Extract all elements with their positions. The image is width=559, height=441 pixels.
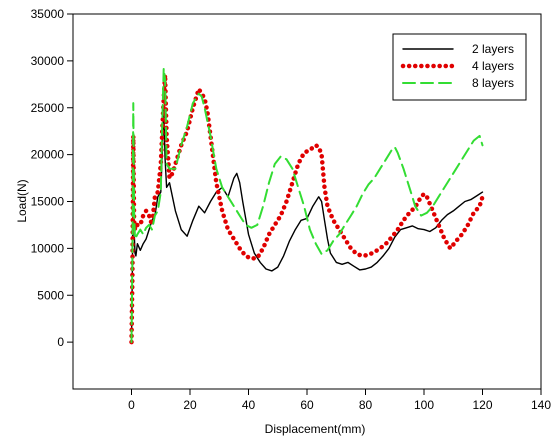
legend-label-1: 2 layers [472,42,514,56]
y-tick-label: 0 [57,335,64,349]
x-tick-label: 0 [128,398,135,412]
x-tick-label: 40 [242,398,256,412]
x-tick-label: 60 [300,398,314,412]
x-tick-label: 140 [531,398,551,412]
legend: 2 layers 4 layers 8 layers [392,33,527,101]
x-tick-label: 80 [359,398,373,412]
legend-label-2: 4 layers [472,59,514,73]
y-tick-label: 20000 [31,148,65,162]
y-tick-label: 25000 [31,101,65,115]
y-tick-label: 30000 [31,54,65,68]
y-tick-label: 5000 [37,288,64,302]
series-line-3 [130,67,484,344]
series-line-1 [130,107,484,343]
series-layer [129,67,485,345]
y-axis-title: Load(N) [15,179,29,222]
x-tick-label: 20 [183,398,197,412]
y-tick-label: 35000 [31,7,65,21]
x-axis-title: Displacement(mm) [265,422,366,436]
tick-layer: 0 20 40 60 80 100 120 140 0 5000 10000 15000 20000 25… [31,7,552,412]
x-tick-label: 120 [472,398,492,412]
legend-label-3: 8 layers [472,76,514,90]
x-tick-label: 100 [414,398,434,412]
y-tick-label: 10000 [31,241,65,255]
y-tick-label: 15000 [31,195,65,209]
